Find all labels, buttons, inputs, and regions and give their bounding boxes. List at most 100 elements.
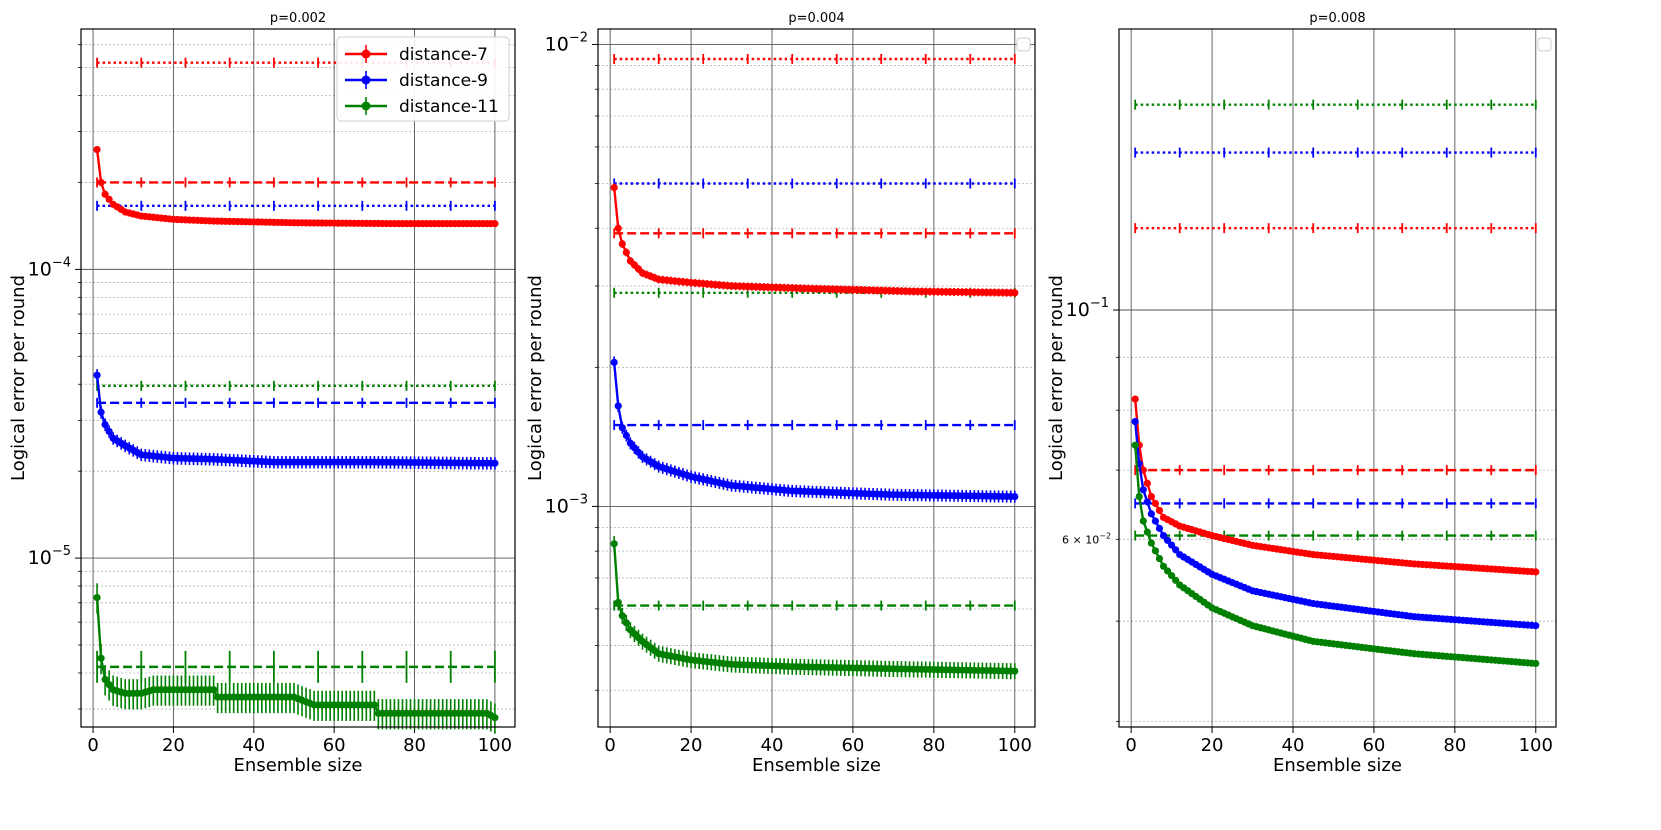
data-point <box>1172 546 1180 554</box>
data-point <box>1151 547 1160 555</box>
y-tick-label: 10−4 <box>28 255 71 280</box>
legend-marker <box>361 49 371 59</box>
panel-title: p=0.002 <box>270 11 326 26</box>
legend-label: distance-11 <box>399 97 499 117</box>
x-axis-label: Ensemble size <box>1273 755 1402 776</box>
data-point <box>370 701 378 709</box>
y-axis-label: Logical error per round <box>8 275 29 481</box>
x-tick-label: 20 <box>162 735 185 756</box>
data-point <box>1532 622 1540 630</box>
panel-2: 10−2 10−3 0 20 40 60 80 100 p=0.004 Ensemble size… <box>525 11 1036 776</box>
data-point <box>1163 567 1172 575</box>
data-point <box>618 612 626 620</box>
y-tick-label: 10−1 <box>1066 296 1109 321</box>
data-point <box>618 240 626 248</box>
data-point <box>491 459 499 467</box>
data-point <box>1135 492 1143 501</box>
panel-1: 10−4 10−5 0 20 40 60 80 100 p=0.002 Ensemble size… <box>8 11 516 776</box>
x-tick-label: 100 <box>1519 735 1553 756</box>
data-point <box>1131 441 1139 449</box>
data-point <box>97 408 105 416</box>
data-point <box>1131 417 1139 426</box>
series-distance-7 <box>93 145 499 228</box>
data-point <box>1163 536 1172 544</box>
minor-grid <box>78 44 515 710</box>
data-point <box>491 220 499 228</box>
axes-frame <box>597 28 1036 728</box>
data-point <box>1147 510 1155 518</box>
y-tick-label: 10−3 <box>545 492 588 517</box>
series-line <box>95 149 495 225</box>
series-line <box>95 375 495 465</box>
data-point <box>610 358 618 366</box>
series-distance-7 <box>610 183 1019 297</box>
empty-legend-box <box>1016 37 1031 52</box>
x-tick-label: 20 <box>1201 735 1224 756</box>
data-point <box>618 424 626 432</box>
data-point <box>614 402 622 410</box>
data-point <box>610 183 618 192</box>
panel-3: 10−1 6 × 10−2 0 20 40 60 80 100 p=0.008 Ensemble … <box>1046 11 1557 776</box>
y-tick-label: 10−2 <box>545 30 588 55</box>
x-tick-label: 60 <box>841 735 864 756</box>
data-point <box>93 593 101 602</box>
data-point <box>101 675 109 684</box>
data-point <box>1155 524 1164 532</box>
data-point <box>622 248 630 256</box>
panel-title: p=0.004 <box>788 11 844 26</box>
x-tick-label: 100 <box>478 735 512 756</box>
data-point <box>93 145 101 154</box>
x-axis-label: Ensemble size <box>234 755 363 776</box>
data-point <box>1143 498 1151 506</box>
data-point <box>93 371 101 379</box>
data-point <box>101 420 109 429</box>
x-axis-label: Ensemble size <box>752 755 881 776</box>
data-point <box>105 680 113 689</box>
series-distance-11 <box>93 583 499 734</box>
data-point <box>610 540 618 548</box>
axes-frame <box>1118 28 1557 728</box>
series-distance-11 <box>1131 441 1540 668</box>
x-tick-label: 40 <box>242 735 265 756</box>
x-tick-label: 100 <box>998 735 1032 756</box>
data-point <box>1139 486 1147 494</box>
data-point <box>210 686 218 694</box>
y-tick-label: 10−5 <box>28 544 71 569</box>
series-distance-9 <box>93 369 499 470</box>
series-distance-9 <box>1131 417 1540 630</box>
legend: distance-7 distance-9 distance-11 <box>336 36 510 122</box>
x-tick-label: 60 <box>323 735 346 756</box>
data-point <box>1147 539 1155 547</box>
data-point <box>1532 568 1540 576</box>
x-tick-label: 60 <box>1362 735 1385 756</box>
x-tick-label: 80 <box>403 735 426 756</box>
data-point <box>1011 667 1019 675</box>
axes-frame <box>80 28 516 728</box>
data-point <box>1168 541 1176 549</box>
minor-grid <box>595 65 1035 691</box>
x-tick-label: 0 <box>604 735 615 756</box>
data-point <box>1159 562 1168 570</box>
x-tick-label: 20 <box>680 735 703 756</box>
legend-label: distance-9 <box>399 71 488 91</box>
data-point <box>1011 493 1019 501</box>
data-point <box>1155 554 1164 563</box>
data-point <box>1172 576 1180 584</box>
data-point <box>97 178 105 187</box>
legend-marker <box>361 75 371 85</box>
panel-title: p=0.008 <box>1309 11 1365 26</box>
series-distance-11 <box>610 535 1019 680</box>
legend-label: distance-7 <box>399 45 488 65</box>
data-point <box>622 619 630 627</box>
data-point <box>614 224 622 232</box>
x-tick-label: 0 <box>1125 735 1136 756</box>
empty-legend-box <box>1537 37 1552 52</box>
data-point <box>97 654 105 662</box>
minor-grid <box>1116 356 1556 722</box>
data-point <box>1168 572 1176 580</box>
data-point <box>1131 395 1139 403</box>
x-tick-label: 80 <box>922 735 945 756</box>
series-line <box>612 187 1015 294</box>
data-point <box>1139 517 1147 525</box>
